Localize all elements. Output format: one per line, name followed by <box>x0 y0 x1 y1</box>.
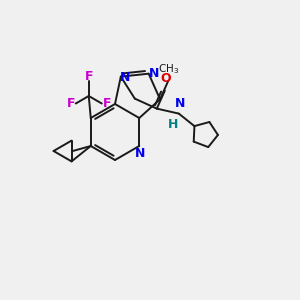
Text: CH$_3$: CH$_3$ <box>158 62 180 76</box>
Text: N: N <box>135 147 146 160</box>
Text: O: O <box>160 72 171 85</box>
Text: N: N <box>175 97 185 110</box>
Text: N: N <box>148 67 159 80</box>
Text: F: F <box>67 97 75 110</box>
Text: F: F <box>103 97 111 110</box>
Text: F: F <box>85 70 93 83</box>
Text: N: N <box>120 71 130 84</box>
Text: H: H <box>168 118 178 130</box>
